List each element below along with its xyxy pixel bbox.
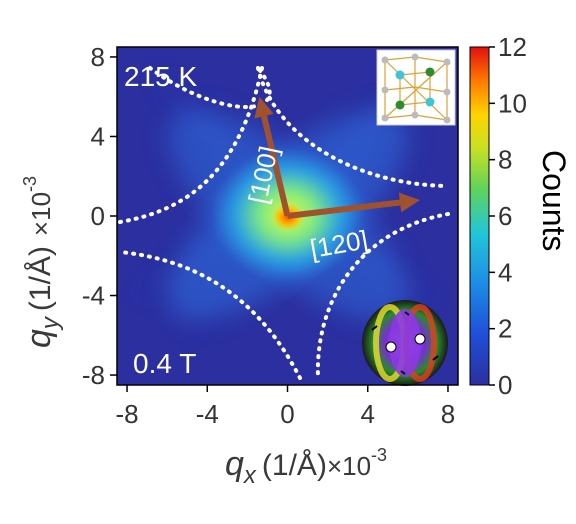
x-axis-subscript: x — [243, 462, 257, 489]
y-tick-label: -4 — [82, 281, 105, 311]
boundary-right — [315, 212, 450, 380]
atom-green — [395, 100, 405, 110]
direction-arrow-head-0 — [254, 96, 274, 119]
atom-grey — [411, 111, 419, 119]
crystal-structure-inset — [376, 49, 456, 126]
skyrmion-marker-left — [385, 341, 397, 353]
y-tick-label: -8 — [82, 360, 105, 390]
colorbar-gradient — [469, 46, 490, 386]
field-label: 0.4 T — [133, 348, 196, 379]
atom-grey — [443, 58, 451, 66]
heatmap-plot-area: 215 K 0.4 T [100] [120] — [116, 46, 459, 386]
colorbar-tick-label: 6 — [498, 201, 512, 231]
colorbar-tick-label: 10 — [498, 88, 527, 118]
x-tick-label: 4 — [361, 399, 375, 429]
x-axis-scale: ×10 — [327, 451, 371, 481]
colorbar-tick-label: 2 — [498, 314, 512, 344]
x-axis-symbol: q — [225, 445, 244, 483]
colorbar: 0 2 4 6 8 10 12 Counts — [469, 32, 572, 400]
direction-arrow-shaft-1 — [287, 199, 401, 219]
atom-grey — [443, 116, 451, 124]
colorbar-tick-label: 0 — [498, 370, 512, 400]
atom-grey — [381, 86, 389, 94]
skyrmion-inset — [362, 300, 448, 386]
y-axis-subscript: y — [37, 315, 64, 331]
boundary-bottom — [118, 250, 302, 380]
skyrmion-marker-right — [414, 333, 426, 345]
y-axis-scale: ×10 — [26, 192, 56, 236]
boundary-top-right — [256, 66, 450, 188]
y-tick-label: 0 — [91, 201, 105, 231]
boundary-top — [148, 66, 272, 109]
atom-grey — [381, 56, 389, 64]
direction-arrow-shaft-0 — [261, 115, 291, 217]
boundary-left — [118, 66, 264, 224]
atom-cyan — [425, 97, 435, 107]
y-tick-label: 8 — [91, 42, 105, 72]
x-tick-label: 0 — [280, 399, 294, 429]
atom-cyan — [395, 70, 405, 80]
y-axis-symbol: q — [20, 329, 58, 348]
y-axis-title: qy (1/Å) ×10-3 — [20, 176, 64, 348]
x-axis: -8 -4 0 4 8 — [115, 385, 455, 429]
direction-arrow-head-1 — [398, 192, 420, 213]
colorbar-tick-label: 4 — [498, 257, 512, 287]
y-tick-label: 4 — [91, 121, 105, 151]
y-axis-unit: (1/Å) — [24, 246, 57, 311]
colorbar-label: Counts — [536, 150, 572, 251]
x-tick-label: 8 — [441, 399, 455, 429]
x-axis-title: qx (1/Å)×10-3 — [225, 445, 387, 489]
y-axis: -8 -4 0 4 8 — [82, 42, 117, 390]
skyrmion-arrows — [371, 311, 439, 375]
atom-grey — [443, 88, 451, 96]
x-axis-unit: (1/Å) — [262, 449, 327, 482]
x-axis-exponent: -3 — [371, 445, 387, 465]
colorbar-tick-label: 8 — [498, 145, 512, 175]
y-axis-exponent: -3 — [20, 176, 40, 192]
atom-grey — [411, 53, 419, 61]
dotted-boundary — [118, 66, 450, 380]
temperature-label: 215 K — [124, 61, 197, 92]
atom-green — [425, 67, 435, 77]
atom-grey — [381, 114, 389, 122]
x-tick-label: -4 — [196, 399, 219, 429]
skyrmion-core — [389, 309, 421, 377]
colorbar-tick-label: 12 — [498, 32, 527, 62]
x-tick-label: -8 — [115, 399, 138, 429]
crystal-direction-arrows — [254, 96, 420, 219]
colorbar-ticks: 0 2 4 6 8 10 12 — [489, 32, 527, 400]
